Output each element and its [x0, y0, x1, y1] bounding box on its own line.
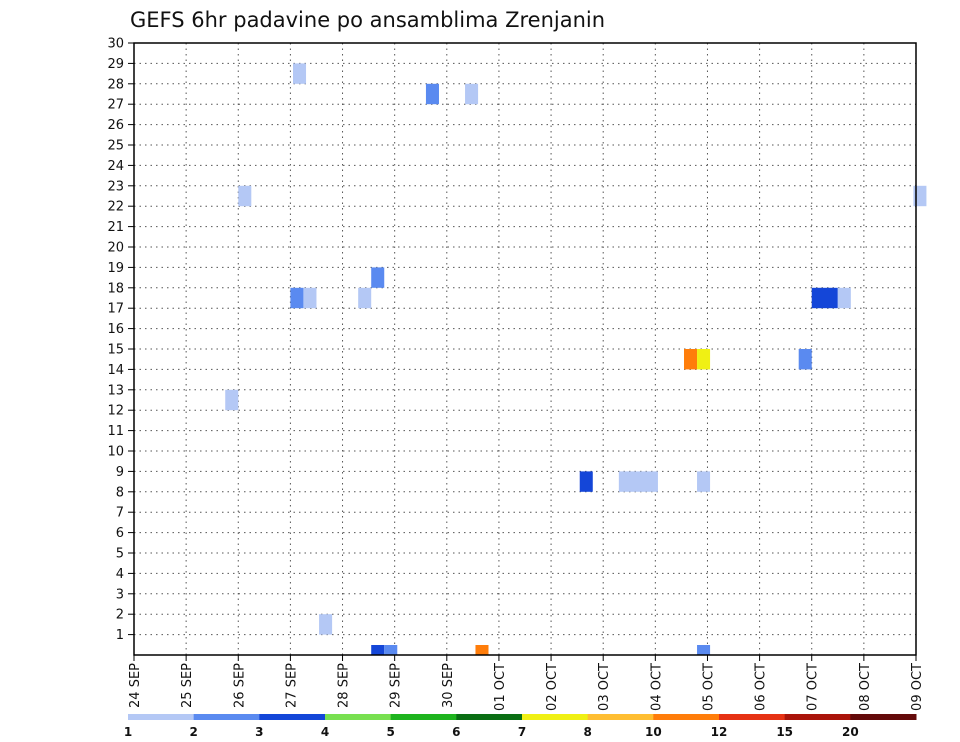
x-tick-label: 25 SEP [180, 663, 195, 708]
x-tick-label: 08 OCT [858, 663, 873, 711]
y-tick-label: 10 [107, 445, 124, 460]
x-tick-label: 26 SEP [232, 663, 247, 708]
x-tick-label: 09 OCT [910, 663, 925, 711]
y-tick-label: 2 [116, 608, 124, 623]
y-tick-label: 21 [107, 220, 124, 235]
colorbar-label: 10 [645, 725, 662, 739]
y-tick-label: 11 [107, 424, 124, 439]
y-tick-label: 7 [116, 506, 124, 521]
y-tick-label: 23 [107, 179, 124, 194]
x-axis: 24 SEP 25 SEP 26 SEP 27 SEP 28 SEP 29 SEP 30 S… [128, 655, 925, 711]
precip-cell [465, 83, 479, 105]
y-tick-label: 8 [116, 485, 124, 500]
colorbar-swatch [390, 714, 457, 720]
precip-cell [811, 287, 838, 309]
colorbar-label: 7 [518, 725, 526, 739]
colorbar-label: 1 [124, 725, 132, 739]
x-tick-label: 04 OCT [649, 663, 664, 711]
colorbar-swatch [653, 714, 720, 720]
colorbar-swatch [456, 714, 523, 720]
colorbar-label: 5 [386, 725, 394, 739]
x-tick-label: 29 SEP [389, 663, 404, 708]
y-tick-label: 29 [107, 57, 124, 72]
y-tick-label: 24 [107, 159, 124, 174]
y-tick-label: 22 [107, 200, 124, 215]
x-tick-label: 27 SEP [284, 663, 299, 708]
precip-cell [837, 287, 851, 309]
colorbar: 1 2 3 4 5 6 7 8 10 12 15 20 [124, 714, 917, 739]
colorbar-label: 3 [255, 725, 263, 739]
precip-cell [579, 471, 593, 492]
colorbar-swatch [850, 714, 917, 720]
precip-cell [371, 645, 385, 655]
precip-cell [358, 287, 372, 309]
colorbar-label: 8 [583, 725, 591, 739]
colorbar-swatch [259, 714, 326, 720]
precip-cell [225, 389, 239, 411]
precip-cell [697, 349, 711, 370]
y-tick-label: 12 [107, 404, 124, 419]
y-tick-label: 28 [107, 77, 124, 92]
colorbar-label: 12 [711, 725, 728, 739]
x-tick-label: 30 SEP [441, 663, 456, 708]
precip-cell [684, 349, 698, 370]
precip-cells [225, 63, 927, 655]
precip-cell [697, 645, 711, 655]
colorbar-label: 6 [452, 725, 460, 739]
precip-cell [293, 63, 307, 84]
y-tick-label: 30 [107, 37, 124, 52]
x-tick-label: 01 OCT [493, 663, 508, 711]
y-tick-label: 26 [107, 118, 124, 133]
y-tick-label: 6 [116, 526, 124, 541]
y-tick-label: 25 [107, 139, 124, 154]
y-tick-label: 19 [107, 261, 124, 276]
colorbar-swatch [522, 714, 589, 720]
y-tick-label: 18 [107, 281, 124, 296]
colorbar-swatch [719, 714, 786, 720]
x-tick-label: 06 OCT [754, 663, 769, 711]
precip-cell [384, 645, 398, 655]
y-tick-label: 27 [107, 98, 124, 113]
colorbar-swatch [325, 714, 392, 720]
grid-lines [134, 43, 916, 655]
precip-cell [303, 287, 317, 309]
colorbar-swatch [193, 714, 260, 720]
precip-cell [290, 287, 304, 309]
x-tick-label: 03 OCT [597, 663, 612, 711]
colorbar-label: 4 [321, 725, 329, 739]
y-tick-label: 3 [116, 587, 124, 602]
y-tick-label: 16 [107, 322, 124, 337]
colorbar-label: 2 [189, 725, 197, 739]
precip-cell [425, 83, 439, 105]
precip-cell [798, 349, 812, 370]
x-tick-label: 02 OCT [545, 663, 560, 711]
y-tick-label: 14 [107, 363, 124, 378]
y-tick-label: 15 [107, 343, 124, 358]
x-tick-label: 28 SEP [337, 663, 352, 708]
colorbar-swatch [587, 714, 654, 720]
colorbar-label: 15 [776, 725, 793, 739]
precip-cell [697, 471, 711, 492]
precip-cell [371, 267, 385, 288]
colorbar-swatch [128, 714, 195, 720]
y-tick-label: 17 [107, 302, 124, 317]
precip-cell [618, 471, 658, 492]
y-tick-label: 13 [107, 383, 124, 398]
x-tick-label: 24 SEP [128, 663, 143, 708]
precip-cell [319, 614, 333, 635]
precip-cell [238, 185, 252, 207]
y-tick-label: 9 [116, 465, 124, 480]
y-tick-label: 20 [107, 241, 124, 256]
colorbar-swatch [784, 714, 851, 720]
x-tick-label: 07 OCT [806, 663, 821, 711]
y-tick-label: 5 [116, 547, 124, 562]
x-tick-label: 05 OCT [701, 663, 716, 711]
y-axis: 1234567891011121314151617181920212223242… [107, 37, 134, 643]
precip-cell [475, 645, 489, 655]
y-tick-label: 4 [116, 567, 124, 582]
chart-title: GEFS 6hr padavine po ansamblima Zrenjani… [130, 8, 605, 32]
colorbar-label: 20 [842, 725, 859, 739]
y-tick-label: 1 [116, 628, 124, 643]
